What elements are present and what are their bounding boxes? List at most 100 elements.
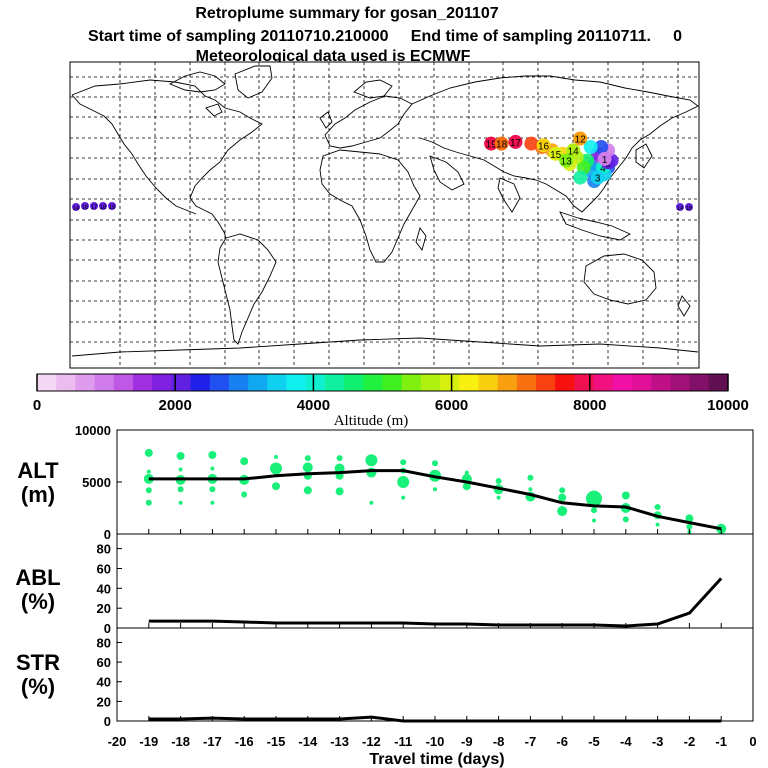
alt-point (335, 487, 344, 496)
alt-point (464, 470, 469, 475)
asia-coast (411, 75, 699, 213)
colorbar-swatch (228, 374, 249, 391)
sampling-times: Start time of sampling 20110710.210000 E… (88, 28, 682, 45)
alt-panel: 10000 5000 0 ALT (m) (17, 423, 754, 542)
alt-point (655, 522, 660, 527)
colorbar-swatch (152, 374, 172, 391)
alt-point (304, 455, 311, 462)
antarctica-coast (71, 337, 699, 357)
indonesia (559, 211, 631, 241)
alt-point (401, 495, 406, 500)
y-tick-label: 60 (97, 562, 111, 577)
x-tick-label: -5 (588, 734, 600, 749)
plume-marker (508, 134, 523, 149)
x-tick-label: -10 (426, 734, 445, 749)
colorbar-swatch (248, 374, 268, 391)
british-isles (319, 111, 333, 129)
x-tick-label: -15 (267, 734, 286, 749)
alt-point (336, 455, 343, 462)
x-tick-label: -8 (493, 734, 505, 749)
y-tick-label: 10000 (75, 423, 111, 438)
plume-marker-label: 18 (496, 140, 508, 151)
plume-marker (536, 138, 551, 153)
plume-marker (573, 131, 588, 146)
colorbar-swatch (305, 374, 326, 391)
colorbar-swatch (171, 374, 191, 391)
colorbar-swatch (612, 374, 633, 391)
colorbar-swatch (401, 374, 422, 391)
plume-marker (548, 146, 563, 161)
colorbar-swatch (478, 374, 499, 391)
abl-yticks: 80 60 40 20 0 (97, 542, 122, 636)
alt-point (176, 452, 185, 460)
plume-marker-label: 4 (600, 163, 606, 174)
alt-point (495, 478, 502, 484)
pacific-trail-label: 16 (82, 205, 89, 211)
colorbar-swatch (94, 374, 115, 391)
alt-point (302, 462, 313, 473)
pacific-trail-label: 18 (100, 205, 107, 211)
abl-label: ABL (15, 565, 60, 590)
colorbar-swatch (382, 374, 403, 391)
alt-point (559, 487, 566, 494)
x-tick-label: -4 (620, 734, 632, 749)
colorbar-swatch (267, 374, 287, 391)
alt-point (528, 487, 533, 492)
alt-point (462, 482, 471, 491)
colorbar-swatch (459, 374, 479, 391)
colorbar-ticks: 0 2000 4000 6000 8000 10000 (33, 374, 749, 414)
colorbar-swatch (670, 374, 691, 391)
pacific-trail-label: 14 (73, 206, 80, 212)
colorbar-tick-label: 8000 (573, 397, 606, 414)
pacific-trail-dot (90, 202, 98, 210)
alt-point (397, 476, 410, 488)
alt-point (586, 490, 602, 507)
plume-markers: 1918171615141312432114161718191416 (72, 131, 693, 212)
str-yticks: 80 60 40 20 0 (97, 636, 122, 729)
europe-coast (324, 95, 413, 149)
x-tick-label: -12 (362, 734, 381, 749)
colorbar-swatch (344, 374, 364, 391)
y-tick-label: 80 (97, 636, 111, 651)
colorbar-swatch (632, 374, 652, 391)
colorbar-tick-label: 2000 (159, 397, 192, 414)
x-tick-label: -1 (715, 734, 727, 749)
plume-marker (494, 136, 509, 151)
x-axis-ticks: -20 -19 -18 -17 -16 -15 -14 -13 -12 -11 -10 -9 -8 -7-… (108, 529, 757, 749)
alt-point (145, 499, 152, 506)
colorbar-swatch (209, 374, 230, 391)
plume-marker-label: 17 (510, 138, 522, 149)
colorbar-tick-label: 6000 (435, 397, 468, 414)
alt-point (558, 493, 567, 502)
colorbar-swatch (555, 374, 575, 391)
abl-line (148, 577, 723, 628)
colorbar-swatch (363, 374, 383, 391)
x-tick-label: -13 (330, 734, 349, 749)
plume-marker (566, 143, 581, 158)
x-tick-label: -17 (203, 734, 222, 749)
y-tick-label: 80 (97, 542, 111, 557)
abl-unit: (%) (21, 589, 55, 614)
alt-point (210, 466, 215, 471)
plume-marker (484, 136, 499, 151)
colorbar-swatches (37, 374, 729, 391)
y-tick-label: 20 (97, 694, 111, 709)
alt-scatter (143, 448, 727, 534)
plume-marker-label: 16 (538, 141, 550, 152)
colorbar-swatch (593, 374, 614, 391)
y-tick-label: 20 (97, 601, 111, 616)
alt-point (365, 454, 378, 467)
abl-panel: 80 60 40 20 0 ABL (%) (15, 533, 754, 636)
str-unit: (%) (21, 674, 55, 699)
x-tick-label: 0 (749, 734, 756, 749)
str-frame (116, 627, 754, 722)
alt-point (369, 500, 374, 505)
alt-point (272, 482, 280, 491)
alt-point (591, 507, 597, 514)
pacific-trail-label: 17 (91, 205, 98, 211)
colorbar-swatch (689, 374, 710, 391)
alt-unit: (m) (21, 482, 55, 507)
alt-point (177, 486, 184, 493)
plume-marker (590, 170, 605, 185)
plume-marker-label: 13 (561, 157, 573, 168)
